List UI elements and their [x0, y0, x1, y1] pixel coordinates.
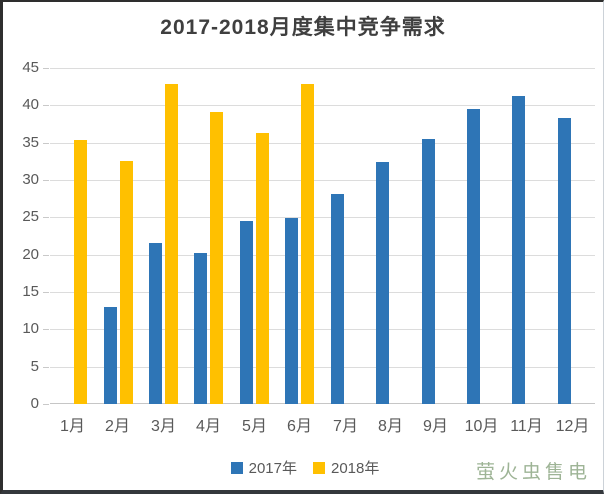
bar-2017年-5月	[240, 221, 253, 404]
y-tick-15	[43, 292, 49, 293]
y-tick-label-35: 35	[22, 133, 39, 151]
y-tick-45	[43, 68, 49, 69]
y-tick-label-10: 10	[22, 320, 39, 338]
x-tick-label-8月: 8月	[378, 418, 403, 435]
gridline-35	[50, 142, 595, 144]
bar-2018年-4月	[210, 112, 223, 404]
x-tick-label-1月: 1月	[60, 418, 85, 435]
y-tick-35	[43, 142, 49, 144]
watermark-text: 萤火虫售电	[475, 462, 591, 483]
x-tick-label-6月: 6月	[287, 418, 312, 435]
bar-2017年-4月	[194, 253, 207, 404]
gridline-15	[50, 292, 595, 293]
y-tick-30	[43, 180, 49, 181]
gridline-25	[50, 217, 595, 219]
legend-label-2017: 2017年	[248, 460, 297, 477]
bar-2017年-2月	[104, 307, 117, 404]
bar-2017年-9月	[422, 139, 435, 404]
y-tick-label-15: 15	[22, 283, 39, 300]
chart-legend: 2017年 2018年	[3, 457, 603, 478]
x-tick-label-5月: 5月	[242, 418, 267, 435]
gridline-30	[50, 180, 595, 181]
legend-label-2018: 2018年	[331, 460, 380, 477]
y-tick-label-45: 45	[22, 59, 39, 76]
x-tick-label-3月: 3月	[151, 418, 176, 435]
y-tick-40	[43, 105, 49, 107]
y-tick-label-5: 5	[30, 357, 39, 375]
legend-swatch-2017-icon	[230, 461, 243, 474]
bar-2017年-11月	[512, 96, 525, 404]
bar-2017年-10月	[467, 109, 480, 404]
y-tick-label-40: 40	[22, 96, 39, 114]
x-tick-label-11月: 11月	[510, 418, 543, 435]
bar-2018年-6月	[301, 84, 314, 404]
x-tick-label-4月: 4月	[196, 418, 221, 435]
bar-2018年-5月	[256, 133, 269, 404]
legend-item-2017: 2017年	[230, 457, 297, 478]
bar-2018年-2月	[120, 161, 133, 404]
bar-2017年-7月	[331, 194, 344, 404]
bar-2018年-3月	[165, 84, 178, 404]
bar-2017年-12月	[558, 118, 571, 404]
legend-swatch-2018-icon	[313, 461, 325, 474]
x-tick-label-2月: 2月	[105, 418, 130, 435]
gridline-40	[50, 105, 595, 107]
chart-title: 2017-2018月度集中竞争需求	[160, 16, 446, 39]
legend-item-2018: 2018年	[313, 457, 379, 478]
y-tick-0	[43, 404, 49, 405]
y-tick-25	[43, 217, 49, 219]
y-tick-label-25: 25	[22, 208, 39, 226]
bar-2018年-1月	[74, 140, 87, 404]
plot-area	[43, 68, 595, 405]
gridline-10	[50, 329, 595, 331]
bar-2017年-3月	[149, 243, 162, 404]
x-axis-line	[50, 403, 595, 404]
bar-2017年-8月	[376, 162, 389, 404]
y-tick-label-30: 30	[22, 171, 39, 188]
y-tick-label-0: 0	[30, 395, 39, 412]
gridline-5	[50, 366, 595, 368]
y-tick-label-20: 20	[22, 245, 39, 263]
x-tick-label-12月: 12月	[555, 418, 590, 435]
y-tick-20	[43, 254, 49, 256]
y-tick-5	[43, 366, 49, 368]
x-tick-label-7月: 7月	[333, 418, 358, 435]
y-tick-10	[43, 329, 49, 331]
x-tick-label-10月: 10月	[464, 418, 499, 435]
gridline-45	[50, 68, 595, 69]
gridline-20	[50, 254, 595, 256]
x-tick-label-9月: 9月	[423, 418, 448, 435]
bar-2017年-6月	[285, 218, 298, 404]
